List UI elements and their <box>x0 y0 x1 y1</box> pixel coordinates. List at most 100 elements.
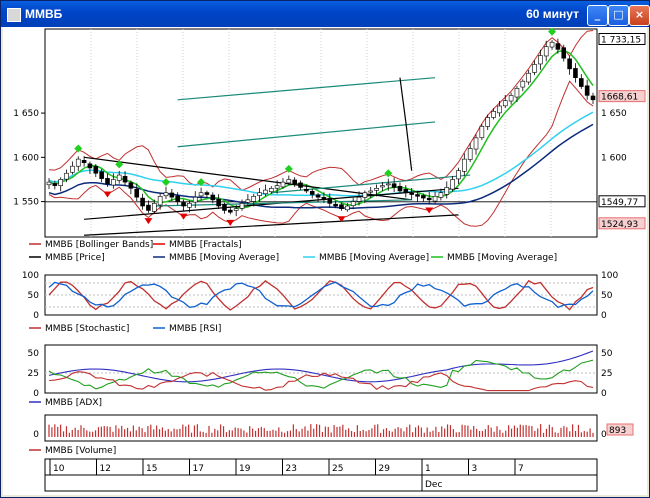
candle-body <box>99 171 104 179</box>
candle-body <box>309 191 315 195</box>
candle-body <box>233 208 239 211</box>
fractal-down-marker <box>103 191 112 198</box>
y-tick-label-left: 1 600 <box>13 153 39 163</box>
candle-body <box>163 192 169 197</box>
price-value-label: 1 733,15 <box>601 35 641 45</box>
candle-body <box>175 195 180 202</box>
bollinger-upper-line <box>48 30 594 191</box>
trend-line[interactable] <box>84 156 412 201</box>
trend-line[interactable] <box>84 214 459 236</box>
candle-body <box>590 95 596 101</box>
candle-body <box>538 55 543 65</box>
candle-body <box>58 179 63 186</box>
adx-minus-di-line <box>48 371 594 392</box>
trend-line[interactable] <box>405 121 413 171</box>
candle-body <box>462 158 467 172</box>
fractal-up-marker <box>115 160 124 169</box>
legend-entry: ММВБ [Moving Average] <box>447 253 557 263</box>
candle-body <box>204 192 210 195</box>
adx-panel[interactable]: 0 0 25 25 50 50 ММВБ [ADX] <box>28 344 613 408</box>
candle-body <box>497 105 502 114</box>
moving-average-slow-line <box>48 123 594 209</box>
candle-body <box>327 198 333 204</box>
candle-body <box>122 175 128 183</box>
legend-entry: ММВБ [Price] <box>45 253 105 263</box>
x-day-label: 7 <box>518 464 524 474</box>
candle-body <box>573 68 578 78</box>
candle-body <box>81 160 87 163</box>
volume-panel[interactable]: 0 0 893 ММВБ [Volume] <box>29 414 634 456</box>
candle-body <box>321 197 327 201</box>
candle-body <box>222 204 227 211</box>
candle-body <box>350 201 356 206</box>
x-day-label: 15 <box>146 464 157 474</box>
trend-line[interactable] <box>154 199 412 207</box>
candle-body <box>75 158 81 167</box>
candle-body <box>532 64 537 73</box>
timeframe-label: 60 минут <box>526 7 579 21</box>
bollinger-lower-line <box>48 80 594 227</box>
price-value-label: 1524,93 <box>601 220 638 230</box>
trend-line[interactable] <box>177 77 436 101</box>
fractal-down-marker <box>425 207 434 214</box>
fractal-down-marker <box>337 216 346 223</box>
trend-line[interactable] <box>399 77 407 123</box>
candle-body <box>192 196 198 203</box>
title-bar[interactable]: ММВБ 60 минут _ □ × <box>1 1 650 27</box>
adx-tick-label-left: 0 <box>33 389 39 399</box>
candle-body <box>263 189 268 195</box>
candle-body <box>391 183 397 188</box>
candle-body <box>368 190 374 193</box>
oscillator-panel[interactable]: 0 0 50 50 100 100 ММВБ [Stochastic] ММВБ [RSI] <box>22 271 619 334</box>
candle-body <box>333 203 338 207</box>
volume-tick-label-right: 0 <box>601 430 607 440</box>
osc-tick-label-right: 100 <box>601 271 618 281</box>
volume-value-label: 893 <box>609 426 626 436</box>
y-tick-label-left: 1 550 <box>13 198 39 208</box>
candle-body <box>274 185 280 189</box>
candle-body <box>403 189 409 194</box>
candle-body <box>280 181 286 188</box>
candle-body <box>70 165 75 173</box>
price-value-badge <box>598 32 646 45</box>
close-button[interactable]: × <box>629 5 650 26</box>
candle-body <box>450 179 455 190</box>
rsi-line <box>48 281 594 309</box>
candle-body <box>345 205 350 211</box>
x-day-label: 23 <box>286 464 297 474</box>
volume-value-badge <box>606 423 634 436</box>
candle-body <box>415 194 420 197</box>
maximize-button[interactable]: □ <box>608 5 629 26</box>
candle-body <box>409 192 414 195</box>
osc-tick-label-left: 100 <box>22 271 39 281</box>
candle-body <box>362 192 368 198</box>
adx-tick-label-right: 0 <box>601 389 607 399</box>
candle-body <box>140 197 145 207</box>
fractal-up-marker <box>74 144 83 153</box>
osc-tick-label-left: 0 <box>33 311 39 321</box>
candle-body <box>584 85 590 96</box>
candle-body <box>187 203 192 208</box>
fractal-down-marker <box>226 219 235 226</box>
adx-plot-frame <box>44 344 598 394</box>
candle-body <box>421 195 426 199</box>
legend-entry: ММВБ [Volume] <box>45 446 116 456</box>
candle-body <box>128 182 134 189</box>
fractal-down-marker <box>179 213 188 220</box>
x-month-label: Dec <box>425 480 442 490</box>
candle-body <box>491 111 496 118</box>
candle-body <box>526 72 531 83</box>
candle-body <box>216 198 221 207</box>
candle-body <box>473 137 479 150</box>
trend-line[interactable] <box>177 121 436 148</box>
minimize-button[interactable]: _ <box>587 5 608 26</box>
trend-line[interactable] <box>84 187 459 220</box>
candle-body <box>87 163 93 169</box>
legend-entry: ММВБ [ADX] <box>45 398 102 408</box>
volume-tick-label-left: 0 <box>33 430 39 440</box>
y-tick-label-right: 1 600 <box>601 153 627 163</box>
